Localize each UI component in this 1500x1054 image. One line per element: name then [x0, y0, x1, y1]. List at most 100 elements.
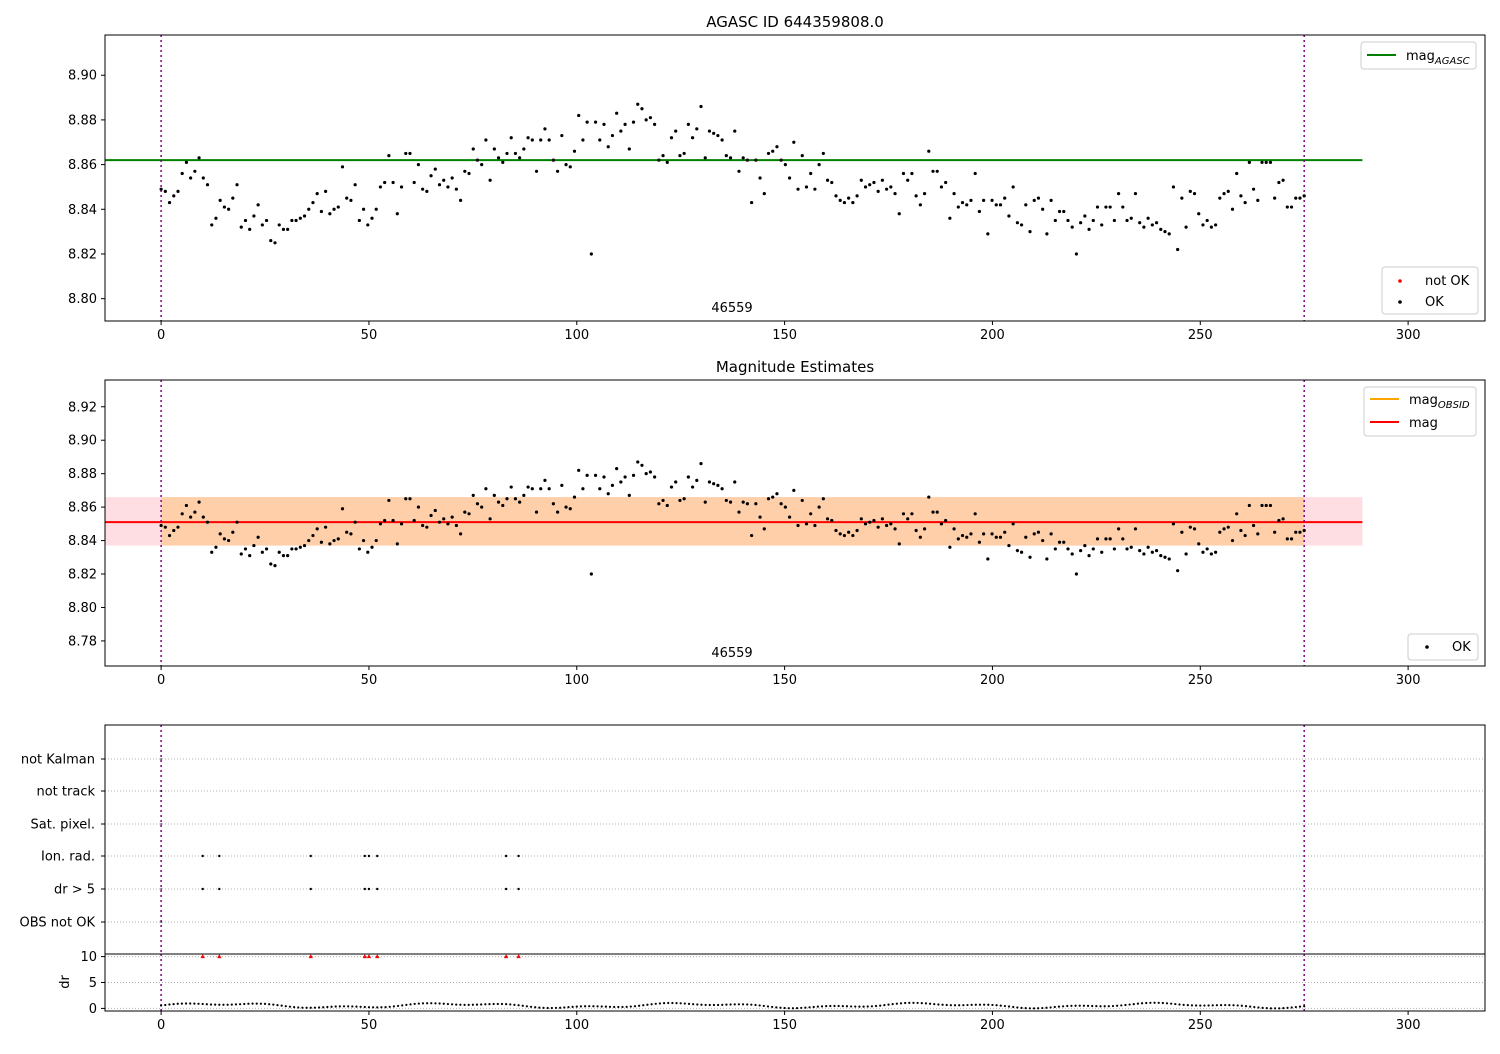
- dr-point: [160, 1004, 163, 1007]
- dr-point: [974, 1003, 977, 1006]
- ok-point: [467, 512, 471, 516]
- dr-point: [642, 1004, 645, 1007]
- dr-point: [1294, 1005, 1297, 1009]
- dr-point: [214, 1003, 217, 1006]
- dr-point: [355, 1005, 358, 1008]
- ok-point: [906, 178, 910, 182]
- ok-point: [167, 533, 172, 538]
- ok-point: [969, 532, 973, 536]
- dr-point: [1103, 1005, 1106, 1008]
- dr-point: [613, 1005, 616, 1009]
- ok-point: [1011, 185, 1015, 189]
- ok-point: [606, 492, 610, 496]
- ok-point: [269, 238, 273, 243]
- dr-point: [388, 1005, 391, 1008]
- ok-point: [665, 160, 669, 164]
- ok-point: [994, 203, 998, 207]
- dr-point: [309, 1006, 312, 1009]
- y-tick-label: 8.92: [68, 400, 97, 415]
- dr-point: [1273, 1007, 1277, 1010]
- ok-point: [589, 572, 593, 576]
- ok-point: [277, 223, 281, 227]
- dr-point: [359, 1005, 362, 1008]
- ok-point: [159, 187, 163, 191]
- panel-magnitude-x-axis: 0 50 100 150 200 250 300: [157, 666, 1421, 688]
- ok-point: [750, 200, 754, 205]
- ok-point: [227, 207, 231, 211]
- dr-point: [904, 1001, 907, 1005]
- flag-point: [218, 854, 221, 858]
- ok-point: [1049, 198, 1053, 202]
- dr-point: [617, 1005, 620, 1009]
- ok-point: [345, 530, 349, 534]
- ok-point: [1154, 221, 1159, 225]
- dr-point: [671, 1001, 674, 1005]
- ok-point: [690, 136, 695, 140]
- ok-point: [1218, 530, 1222, 534]
- dr-point: [1041, 1006, 1044, 1010]
- dr-point: [230, 1003, 233, 1006]
- ok-point: [534, 169, 539, 173]
- ok-point: [813, 187, 817, 191]
- ok-point: [619, 129, 623, 133]
- ok-point: [374, 538, 378, 543]
- dr-point: [604, 1005, 607, 1008]
- ok-point: [387, 498, 391, 503]
- ok-point: [956, 205, 960, 209]
- dr-point: [962, 1004, 965, 1007]
- ok-point: [724, 498, 728, 503]
- ok-point: [1264, 160, 1268, 164]
- dr-point: [966, 1003, 969, 1007]
- dr-point: [184, 1002, 188, 1005]
- ok-point: [505, 497, 509, 501]
- dr-clipped-marker: [516, 954, 521, 959]
- ok-point: [252, 214, 256, 218]
- ok-point: [653, 475, 657, 479]
- ok-point: [277, 550, 281, 554]
- flag-point: [367, 854, 371, 858]
- ok-point: [690, 485, 695, 489]
- dr-point: [459, 1003, 462, 1006]
- ok-point: [817, 162, 821, 167]
- ok-point: [395, 542, 399, 546]
- ok-point: [922, 527, 927, 531]
- ok-point: [218, 198, 222, 202]
- ok-point: [273, 564, 277, 568]
- dr-point: [812, 1005, 815, 1009]
- ok-point: [952, 527, 956, 531]
- x-tick-label: 100: [564, 673, 589, 688]
- ok-point: [526, 136, 530, 140]
- ok-point: [1171, 522, 1176, 526]
- ok-point: [1281, 178, 1285, 182]
- dr-point: [741, 1003, 745, 1006]
- ok-point: [1243, 200, 1247, 205]
- ok-point: [851, 533, 855, 538]
- ok-point: [994, 535, 998, 539]
- ok-point: [631, 120, 636, 124]
- ok-point: [471, 493, 475, 498]
- ok-point: [644, 472, 648, 476]
- ok-point: [1066, 547, 1070, 551]
- ok-point: [847, 196, 851, 200]
- dr-point: [1024, 1007, 1027, 1010]
- ok-point: [425, 525, 429, 529]
- ok-point: [716, 483, 720, 487]
- flag-category-label: Sat. pixel.: [31, 818, 95, 833]
- ok-point: [1273, 196, 1277, 200]
- ok-point: [1294, 196, 1298, 200]
- ok-point: [741, 500, 745, 504]
- svg-text:magAGASC: magAGASC: [1406, 49, 1470, 67]
- dr-point: [787, 1007, 790, 1010]
- ok-point: [598, 487, 602, 491]
- x-tick-label: 0: [157, 328, 165, 343]
- ok-point: [830, 180, 834, 185]
- ok-point: [589, 252, 593, 256]
- dr-point: [771, 1005, 774, 1009]
- ok-point: [1184, 225, 1188, 229]
- dr-point: [712, 1003, 716, 1007]
- dr-point: [517, 1004, 520, 1007]
- ok-point: [686, 122, 690, 126]
- dr-point: [372, 1006, 375, 1009]
- dr-point: [438, 1002, 441, 1005]
